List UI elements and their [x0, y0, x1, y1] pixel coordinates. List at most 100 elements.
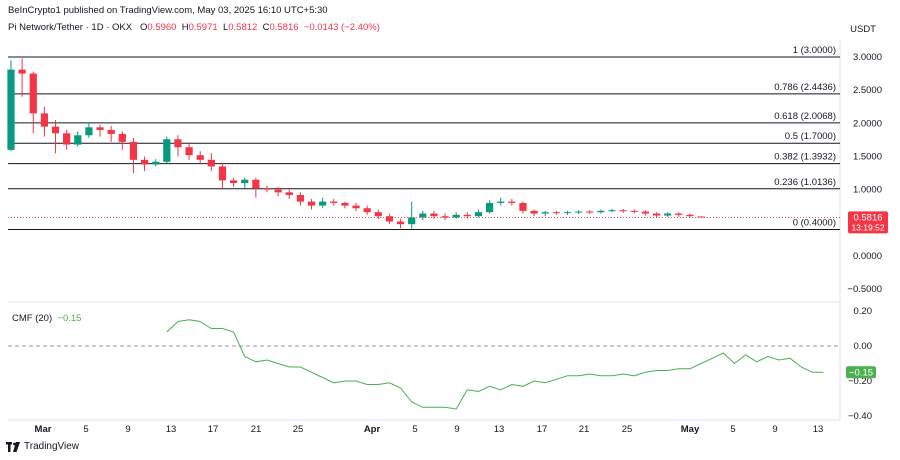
candle-body[interactable] [352, 205, 360, 209]
candle-body[interactable] [652, 213, 661, 216]
time-tick-label: May [681, 424, 700, 435]
high-value: 0.5971 [188, 22, 218, 33]
candle-body[interactable] [274, 189, 282, 193]
price-tick-label: −0.5000 [847, 284, 882, 295]
candle-body[interactable] [485, 202, 494, 213]
cmf-name: CMF (20) [12, 313, 53, 324]
candle-body[interactable] [396, 221, 405, 225]
candle-body[interactable] [408, 217, 416, 225]
candle-body[interactable] [163, 139, 171, 162]
fib-level-label: 0.382 (1.3932) [774, 152, 836, 163]
candle-body[interactable] [630, 210, 638, 212]
time-tick-label: Apr [364, 424, 381, 435]
cmf-line[interactable] [166, 319, 824, 410]
candle-body[interactable] [107, 129, 115, 134]
candle-body[interactable] [285, 192, 293, 195]
symbol-legend[interactable]: Pi Network/Tether · 1D · OKX O0.5960 H0.… [8, 22, 380, 33]
candle-body[interactable] [664, 213, 672, 216]
candle-body[interactable] [330, 201, 338, 203]
candle-body[interactable] [452, 214, 460, 218]
candle-body[interactable] [597, 210, 605, 213]
candle-body[interactable] [185, 147, 193, 156]
time-tick-label: 13 [166, 424, 177, 435]
time-tick-label: Mar [35, 424, 52, 435]
candle-body[interactable] [686, 214, 694, 217]
candle-body[interactable] [129, 141, 138, 160]
candle-body[interactable] [497, 201, 505, 203]
time-tick-label: 25 [622, 424, 633, 435]
candle-body[interactable] [241, 179, 249, 184]
currency-label[interactable]: USDT [850, 24, 876, 35]
price-tick-label: 3.0000 [853, 52, 882, 63]
candle-body[interactable] [118, 133, 126, 142]
time-tick-label: 21 [579, 424, 590, 435]
candle-body[interactable] [51, 126, 60, 134]
time-tick-label: 17 [537, 424, 548, 435]
candle-body[interactable] [296, 194, 304, 202]
candle-body[interactable] [608, 210, 616, 212]
candle-body[interactable] [697, 216, 705, 218]
price-tick-label: 2.5000 [853, 85, 882, 96]
time-tick-label: 17 [208, 424, 219, 435]
candle-body[interactable] [74, 135, 82, 145]
candle-body[interactable] [641, 211, 650, 214]
cmf-tick-label: 0.00 [854, 341, 873, 352]
candle-body[interactable] [430, 213, 438, 217]
candle-body[interactable] [196, 155, 204, 160]
fib-level-label: 0 (0.4000) [793, 217, 836, 228]
time-tick-label: 21 [251, 424, 262, 435]
candle-body[interactable] [441, 216, 449, 218]
candle-body[interactable] [563, 212, 572, 214]
cmf-value: −0.15 [57, 313, 82, 324]
time-tick-label: 9 [454, 424, 459, 435]
footer-brand[interactable]: TradingView [6, 441, 79, 452]
candle-body[interactable] [40, 113, 48, 127]
cmf-badge[interactable] [846, 366, 876, 379]
price-badge[interactable] [848, 211, 888, 234]
footer-brand-text: TradingView [24, 441, 80, 452]
price-tick-label: 1.5000 [853, 152, 882, 163]
candle-body[interactable] [385, 216, 394, 222]
open-label: O [139, 22, 148, 33]
candle-body[interactable] [474, 212, 483, 217]
candle-body[interactable] [174, 139, 182, 148]
candle-body[interactable] [63, 133, 71, 145]
time-tick-label: 9 [772, 424, 777, 435]
candle-body[interactable] [263, 188, 271, 190]
candle-body[interactable] [586, 211, 594, 213]
time-tick-label: 13 [494, 424, 505, 435]
candle-body[interactable] [218, 166, 227, 181]
candle-body[interactable] [575, 211, 583, 213]
candle-body[interactable] [85, 127, 93, 136]
candle-body[interactable] [140, 159, 149, 165]
published-info: BeInCrypto1 published on TradingView.com… [8, 5, 328, 16]
candle-body[interactable] [675, 213, 683, 215]
candle-body[interactable] [519, 202, 527, 211]
candle-body[interactable] [341, 202, 349, 206]
candle-body[interactable] [374, 212, 382, 217]
fib-level-label: 1 (3.0000) [793, 45, 836, 56]
tradingview-logo-icon [6, 441, 20, 452]
candle-body[interactable] [18, 69, 26, 74]
candle-body[interactable] [307, 201, 316, 206]
candle-body[interactable] [463, 214, 471, 217]
high-label: H [181, 22, 189, 33]
candle-body[interactable] [419, 213, 427, 218]
candle-body[interactable] [530, 210, 538, 214]
candle-body[interactable] [252, 179, 260, 189]
candle-body[interactable] [7, 69, 15, 150]
candle-body[interactable] [152, 161, 160, 165]
candle-body[interactable] [552, 212, 560, 214]
low-label: L [222, 22, 229, 33]
candle-body[interactable] [230, 180, 238, 184]
candle-body[interactable] [619, 210, 627, 212]
candle-body[interactable] [508, 201, 516, 203]
candle-body[interactable] [541, 212, 549, 214]
candle-body[interactable] [363, 208, 371, 213]
candle-body[interactable] [319, 201, 327, 206]
candle-body[interactable] [96, 127, 104, 130]
cmf-legend[interactable]: CMF (20) −0.15 [12, 313, 81, 324]
candle-body[interactable] [29, 73, 37, 114]
candle-body[interactable] [207, 159, 215, 167]
